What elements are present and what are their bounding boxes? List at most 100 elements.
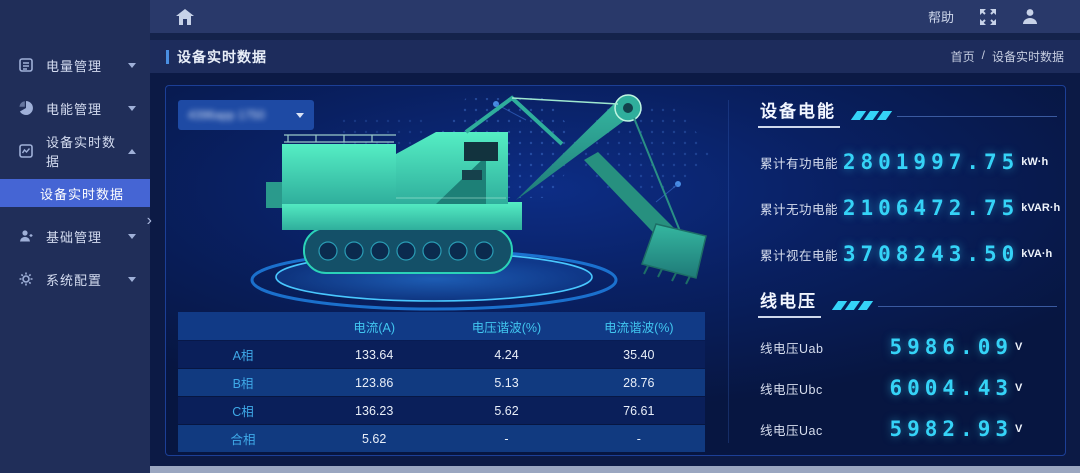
slash-decoration (831, 301, 874, 310)
sidebar-item-device-realtime[interactable]: 设备实时数据 (0, 135, 150, 169)
metric-value: 2106472.75 (842, 196, 1020, 220)
metric-unit: V (1015, 423, 1023, 435)
metric-value: 3708243.50 (842, 242, 1020, 266)
gear-icon (18, 271, 34, 287)
section-rule (878, 306, 1057, 307)
metric-unit: V (1015, 382, 1023, 394)
sidebar-item-label: 电量管理 (46, 58, 103, 74)
home-button[interactable] (176, 8, 194, 25)
breadcrumb-separator: / (981, 48, 985, 62)
line-voltage-section: 线电压 线电压Uab 5986.09 V 线电压Ubc 6004.43 V (744, 292, 1065, 441)
sidebar-item-label: 基础管理 (46, 229, 103, 245)
sidebar-item-power-quantity[interactable]: 电量管理 (0, 50, 150, 80)
cell-value: - (504, 431, 509, 446)
metric-row: 累计有功电能 2801997.75 kW·h (760, 150, 1061, 174)
table-header-row: 电流(A) 电压谐波(%) 电流谐波(%) (178, 312, 705, 340)
metric-unit: V (1015, 341, 1023, 353)
device-energy-section: 设备电能 累计有功电能 2801997.75 kW·h 累计无功电能 21064… (744, 102, 1065, 266)
table-row: 合相 5.62 - - (178, 425, 705, 452)
metric-row: 累计视在电能 3708243.50 kVA·h (760, 242, 1061, 266)
page-title: 设备实时数据 (177, 48, 267, 65)
chevron-down-icon (296, 112, 304, 118)
header-divider (150, 33, 1080, 40)
table-header-cell: 电压谐波(%) (471, 320, 542, 335)
meter-icon (18, 57, 34, 73)
device-select-dropdown[interactable]: 4396app 1750 (178, 100, 314, 130)
sidebar-item-label: 系统配置 (46, 272, 103, 288)
metric-value: 2801997.75 (842, 150, 1020, 174)
device-select-value: 4396app 1750 (188, 108, 265, 122)
sidebar-item-label: 设备实时数据 (46, 135, 117, 169)
breadcrumb-home[interactable]: 首页 (950, 50, 975, 64)
help-link[interactable]: 帮助 (927, 10, 954, 25)
table-row: C相 136.23 5.62 76.61 (178, 397, 705, 424)
slash-decoration (850, 111, 893, 120)
metric-label: 累计视在电能 (760, 248, 839, 263)
title-accent-bar (166, 49, 169, 64)
top-bar: 帮助 (150, 0, 1080, 33)
metric-unit: kW·h (1021, 156, 1049, 168)
users-icon (18, 228, 34, 244)
metrics-pane: 设备电能 累计有功电能 2801997.75 kW·h 累计无功电能 21064… (744, 86, 1065, 455)
row-label: 合相 (230, 433, 256, 447)
metric-unit: kVAR·h (1021, 202, 1061, 214)
sidebar-collapse-handle[interactable]: › (146, 212, 152, 229)
fullscreen-icon (980, 8, 996, 25)
user-menu-button[interactable] (1022, 8, 1038, 25)
table-row: A相 133.64 4.24 35.40 (178, 341, 705, 368)
home-icon (176, 8, 194, 25)
metric-value: 6004.43 (889, 376, 1013, 400)
panel-divider (728, 100, 729, 443)
bottom-edge-strip (150, 466, 1080, 473)
chevron-down-icon (128, 233, 136, 239)
sidebar-subitem-device-realtime-active[interactable]: 设备实时数据 (0, 179, 150, 207)
chevron-down-icon (128, 62, 136, 68)
excavator-3d-visual (166, 86, 726, 314)
metric-label: 线电压Ubc (760, 382, 823, 397)
realtime-table: 电流(A) 电压谐波(%) 电流谐波(%) A相 133.64 4.24 35.… (178, 312, 705, 453)
row-label: C相 (232, 405, 254, 419)
cell-value: 136.23 (355, 403, 394, 418)
metric-row: 线电压Uab 5986.09 V (760, 335, 1061, 359)
sidebar-item-energy-mgmt[interactable]: 电能管理 (0, 93, 150, 123)
cell-value: 5.62 (494, 403, 519, 418)
breadcrumb: 首页 / 设备实时数据 (951, 48, 1064, 65)
metric-label: 线电压Uac (760, 423, 823, 438)
cell-value: 76.61 (623, 403, 655, 418)
breadcrumb-current: 设备实时数据 (991, 50, 1064, 64)
metric-label: 累计无功电能 (760, 202, 839, 217)
cell-value: 5.13 (494, 375, 519, 390)
content-area: 4396app 1750 (150, 73, 1080, 466)
section-title: 线电压 (758, 287, 821, 318)
cell-value: 4.24 (494, 347, 519, 362)
sidebar-item-basic-mgmt[interactable]: 基础管理 (0, 221, 150, 251)
metric-value: 5986.09 (889, 335, 1013, 359)
metric-label: 累计有功电能 (760, 156, 839, 171)
main-panel: 4396app 1750 (165, 85, 1066, 456)
table-header-cell: 电流(A) (353, 320, 395, 335)
chevron-down-icon (128, 105, 136, 111)
sidebar: 电量管理 电能管理 设备实时数据 设备实时数据 (0, 0, 152, 473)
metric-unit: kVA·h (1021, 248, 1053, 260)
cell-value: 28.76 (623, 375, 655, 390)
row-label: B相 (232, 377, 254, 391)
metric-value: 5982.93 (889, 417, 1013, 441)
section-title: 设备电能 (758, 97, 840, 128)
page-title-bar: 设备实时数据 首页 / 设备实时数据 (150, 40, 1080, 73)
chevron-up-icon (128, 148, 136, 154)
sidebar-item-system-config[interactable]: 系统配置 (0, 264, 150, 294)
section-rule (897, 116, 1057, 117)
cell-value: 5.62 (361, 431, 387, 446)
metric-row: 线电压Ubc 6004.43 V (760, 376, 1061, 400)
cell-value: - (636, 431, 641, 446)
metric-row: 线电压Uac 5982.93 V (760, 417, 1061, 441)
metric-label: 线电压Uab (760, 341, 824, 356)
table-header-cell: 电流谐波(%) (604, 320, 674, 335)
fullscreen-button[interactable] (980, 8, 996, 25)
metric-row: 累计无功电能 2106472.75 kVAR·h (760, 196, 1061, 220)
pie-chart-icon (18, 100, 34, 116)
cell-value: 35.40 (623, 347, 655, 362)
sidebar-item-label: 电能管理 (46, 101, 103, 117)
table-row: B相 123.86 5.13 28.76 (178, 369, 705, 396)
